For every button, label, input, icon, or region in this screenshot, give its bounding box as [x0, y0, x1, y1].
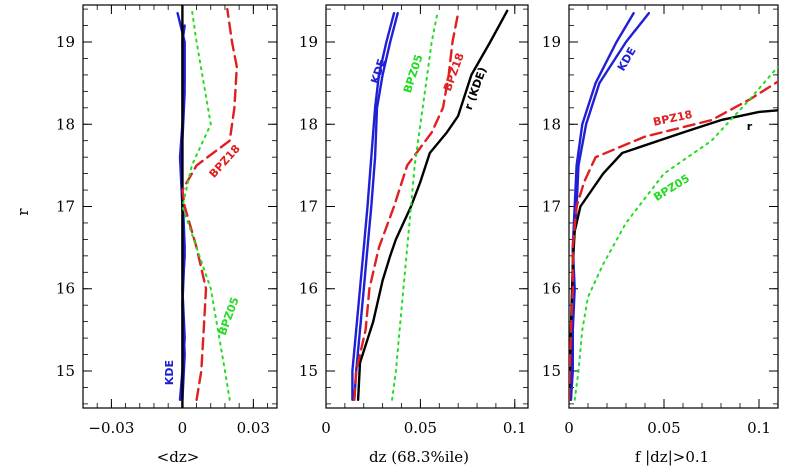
x-tick-label: 0.05: [647, 419, 680, 437]
series-line-bpz05: [181, 8, 231, 401]
y-tick-label: 16: [56, 280, 75, 298]
y-tick-label: 17: [299, 198, 318, 216]
series-annotation: KDE: [163, 360, 176, 385]
x-axis-label-mean-dz: <dz>: [157, 448, 200, 466]
panel-mean-dz: −0.03 0 0.03 15 16 17 18 19 KDE BPZ18 BPZ05: [56, 4, 278, 437]
y-tick-label: 15: [299, 362, 318, 380]
series-line-bpz18: [181, 7, 238, 401]
series-line-kde-2: [353, 12, 399, 401]
series-line-kde: [351, 12, 396, 401]
y-tick-label: 19: [56, 33, 75, 51]
y-axis-label: r: [14, 208, 32, 216]
y-tick-label: 18: [56, 115, 75, 133]
y-tick-label: 19: [542, 33, 561, 51]
series-annotation: BPZ05: [651, 172, 692, 204]
x-tick-label: 0.1: [747, 419, 771, 437]
series-annotation: r: [747, 120, 753, 133]
x-tick-label: 0: [321, 419, 331, 437]
y-tick-label: 17: [56, 198, 75, 216]
series-line-r-kde: [356, 9, 509, 401]
y-tick-label: 15: [542, 362, 561, 380]
series-line-bpz18: [569, 80, 778, 401]
series-line-kde-2: [569, 12, 650, 401]
series-annotation: BPZ05: [401, 53, 426, 95]
plot-frame: [82, 4, 278, 409]
y-tick-label: 19: [299, 33, 318, 51]
series-annotation: BPZ05: [216, 295, 242, 337]
x-tick-label: 0: [564, 419, 574, 437]
series-line-bpz18: [353, 12, 460, 401]
series-annotation: BPZ18: [441, 51, 467, 93]
x-axis-label-dz-68: dz (68.3%ile): [369, 448, 469, 466]
y-tick-label: 16: [299, 280, 318, 298]
series-line-bpz05: [573, 65, 778, 401]
x-axis-label-outlier-fraction: f |dz|>0.1: [635, 448, 709, 466]
x-tick-label: 0.03: [237, 419, 270, 437]
y-tick-label: 15: [56, 362, 75, 380]
series-line-r-kde: [569, 109, 778, 401]
y-tick-label: 16: [542, 280, 561, 298]
x-tick-label: 0.1: [503, 419, 527, 437]
series-annotation: BPZ18: [207, 142, 243, 180]
x-tick-label: 0: [178, 419, 188, 437]
y-tick-label: 18: [299, 115, 318, 133]
x-tick-label: 0.05: [404, 419, 437, 437]
plot-frame: [325, 4, 529, 409]
x-tick-label: −0.03: [88, 419, 134, 437]
y-tick-label: 18: [542, 115, 561, 133]
series-line-bpz05: [391, 12, 439, 401]
series-annotation: KDE: [615, 45, 639, 73]
series-annotation: KDE: [368, 57, 388, 85]
plot-frame: [568, 4, 779, 409]
y-tick-label: 17: [542, 198, 561, 216]
